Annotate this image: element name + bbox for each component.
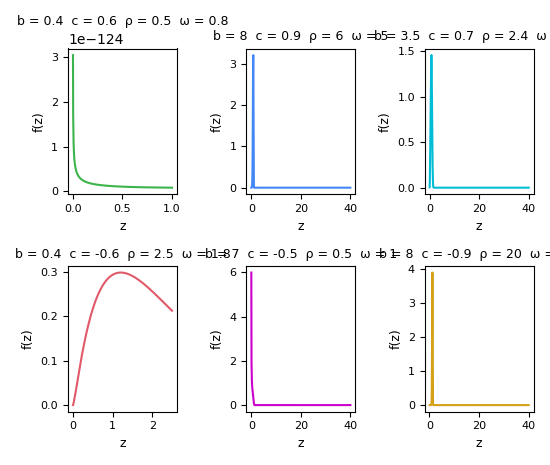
- Title: b = 8  c = 0.9  ρ = 6  ω = 5: b = 8 c = 0.9 ρ = 6 ω = 5: [213, 30, 389, 43]
- Title: b = 8  c = -0.9  ρ = 20  ω = 0.5: b = 8 c = -0.9 ρ = 20 ω = 0.5: [379, 247, 550, 260]
- X-axis label: z: z: [476, 437, 482, 450]
- X-axis label: z: z: [119, 219, 126, 232]
- Title: b = 7  c = -0.5  ρ = 0.5  ω = 1: b = 7 c = -0.5 ρ = 0.5 ω = 1: [205, 247, 397, 260]
- X-axis label: z: z: [298, 219, 304, 232]
- Title: b = 0.4  c = -0.6  ρ = 2.5  ω = 1.8: b = 0.4 c = -0.6 ρ = 2.5 ω = 1.8: [15, 247, 230, 260]
- Y-axis label: f(z): f(z): [211, 328, 224, 349]
- Title: b = 0.4  c = 0.6  ρ = 0.5  ω = 0.8: b = 0.4 c = 0.6 ρ = 0.5 ω = 0.8: [16, 15, 228, 28]
- Title: b = 3.5  c = 0.7  ρ = 2.4  ω = 1.8: b = 3.5 c = 0.7 ρ = 2.4 ω = 1.8: [373, 30, 550, 43]
- X-axis label: z: z: [119, 437, 126, 450]
- X-axis label: z: z: [298, 437, 304, 450]
- Y-axis label: f(z): f(z): [389, 328, 402, 349]
- Y-axis label: f(z): f(z): [211, 111, 224, 132]
- Y-axis label: f(z): f(z): [379, 111, 392, 132]
- Y-axis label: f(z): f(z): [32, 111, 46, 132]
- X-axis label: z: z: [476, 219, 482, 232]
- Y-axis label: f(z): f(z): [22, 328, 35, 349]
